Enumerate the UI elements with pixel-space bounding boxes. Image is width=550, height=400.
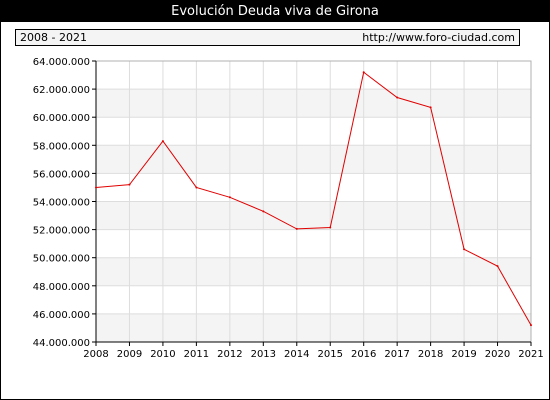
x-tick-label: 2018 <box>418 349 443 360</box>
y-tick-label: 58.000.000 <box>33 141 90 152</box>
y-tick-label: 60.000.000 <box>33 113 90 124</box>
source-url-label: http://www.foro-ciudad.com <box>362 31 515 44</box>
data-point <box>161 140 164 143</box>
x-tick-label: 2011 <box>184 349 209 360</box>
data-point <box>262 210 265 213</box>
grid-band <box>96 257 531 286</box>
grid-band <box>96 313 531 342</box>
data-point <box>530 324 532 327</box>
y-axis-ticks: 44.000.000 46.000.000 48.000.000 50.000.000… <box>33 57 96 349</box>
info-bar: 2008 - 2021 http://www.foro-ciudad.com <box>15 29 520 46</box>
data-point <box>496 265 499 268</box>
data-point <box>95 186 97 189</box>
x-tick-label: 2020 <box>485 349 510 360</box>
x-tick-label: 2014 <box>284 349 309 360</box>
x-axis-ticks: 2008 2009 2010 2011 2012 2013 2014 2015 2016 2017… <box>83 342 544 360</box>
y-tick-label: 62.000.000 <box>33 85 90 96</box>
data-point <box>463 248 466 251</box>
x-tick-label: 2010 <box>150 349 175 360</box>
x-tick-label: 2016 <box>351 349 376 360</box>
x-tick-label: 2009 <box>117 349 142 360</box>
data-point <box>429 106 432 109</box>
x-tick-label: 2021 <box>518 349 543 360</box>
series-line <box>95 71 532 326</box>
x-tick-label: 2012 <box>217 349 242 360</box>
y-tick-label: 56.000.000 <box>33 169 90 180</box>
x-tick-label: 2013 <box>251 349 276 360</box>
x-tick-label: 2008 <box>83 349 108 360</box>
y-tick-label: 64.000.000 <box>33 57 90 68</box>
grid-band <box>96 201 531 230</box>
grid-band <box>96 145 531 174</box>
y-tick-label: 54.000.000 <box>33 198 90 209</box>
x-tick-label: 2017 <box>384 349 409 360</box>
series-layer <box>95 71 532 327</box>
x-tick-label: 2019 <box>451 349 476 360</box>
y-tick-label: 46.000.000 <box>33 310 90 321</box>
data-point <box>195 186 198 189</box>
data-point <box>329 226 332 229</box>
y-tick-label: 44.000.000 <box>33 338 90 349</box>
data-point <box>362 71 365 74</box>
data-point <box>396 96 399 99</box>
chart-title: Evolución Deuda viva de Girona <box>1 1 549 22</box>
grid-band <box>96 89 531 118</box>
y-tick-label: 50.000.000 <box>33 254 90 265</box>
data-point <box>295 227 298 230</box>
x-tick-label: 2015 <box>318 349 343 360</box>
data-point <box>228 196 231 199</box>
year-range-label: 2008 - 2021 <box>20 31 87 44</box>
y-tick-label: 48.000.000 <box>33 282 90 293</box>
y-tick-label: 52.000.000 <box>33 226 90 237</box>
data-point <box>128 183 131 186</box>
